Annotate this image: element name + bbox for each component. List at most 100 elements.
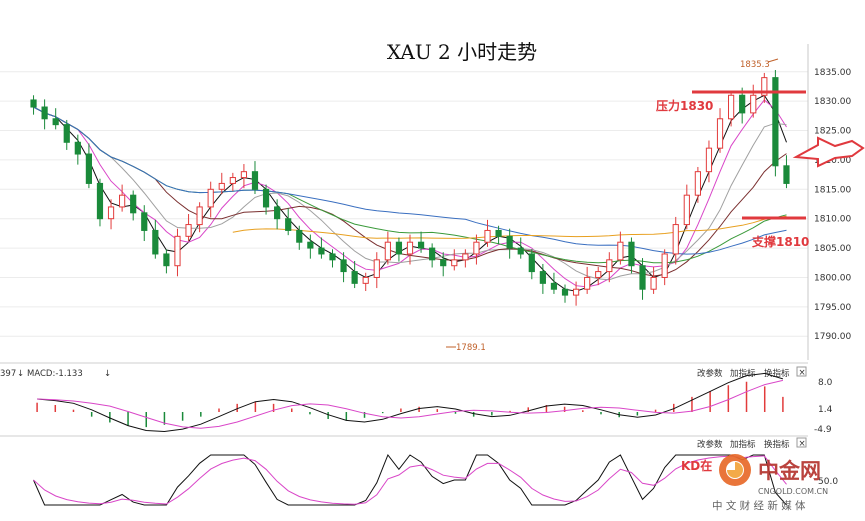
candle-body (639, 265, 646, 290)
candle-body (85, 153, 92, 184)
candle-body (262, 188, 270, 208)
macd-add-indicator-button[interactable]: 加指标 (730, 368, 756, 379)
candle-body (307, 241, 314, 249)
candle-body (185, 224, 192, 237)
max-price-pointer (767, 58, 779, 63)
candle-body (41, 106, 48, 120)
candle-body (772, 77, 779, 167)
candle-body (550, 282, 558, 290)
kd-change-params-button[interactable]: 改参数 (697, 439, 723, 450)
candle-body (694, 171, 701, 196)
y-tick-label: 1835.00 (814, 68, 851, 78)
candle-body (251, 171, 259, 190)
forecast-arrow-icon (792, 136, 865, 168)
candle-body (174, 235, 181, 267)
candle-body (96, 182, 104, 220)
candle-body (207, 188, 214, 208)
candle-body (141, 212, 148, 231)
candle-body (716, 118, 724, 149)
kd-close-icon: × (799, 439, 806, 449)
candle-body (495, 229, 502, 237)
candle-body (163, 253, 170, 267)
candle-body (362, 276, 369, 284)
macd-y-tick-3: -4.9 (814, 425, 832, 435)
candle-body (52, 118, 59, 126)
macd-y-tick-2: 1.4 (818, 405, 833, 415)
candle-body (63, 124, 70, 143)
y-tick-label: 1820.00 (814, 156, 851, 166)
candle-body (440, 259, 447, 267)
candle-body (274, 206, 281, 220)
y-tick-label: 1795.00 (814, 303, 851, 313)
candle-body (528, 253, 535, 273)
candle-body (451, 259, 458, 267)
candle-body (539, 271, 546, 284)
macd-header: MACD:-1.133 (27, 369, 83, 379)
kd-plot (33, 453, 787, 506)
logo-text: 中金网 (758, 459, 821, 483)
candle-body (318, 247, 325, 255)
candle-body (561, 288, 569, 296)
support-label: 支撑1810 (751, 234, 809, 249)
candle-body (761, 77, 768, 96)
candle-body (750, 94, 757, 114)
candle-body (739, 94, 746, 114)
candle-body (119, 194, 126, 208)
candle-body (296, 229, 303, 243)
kd-add-indicator-button[interactable]: 加指标 (730, 439, 756, 450)
candle-body (384, 241, 391, 261)
candle-body (506, 235, 513, 249)
candle-body (628, 241, 635, 267)
candle-body (783, 165, 790, 184)
logo-site: CNGOLD.COM.CN (758, 487, 828, 496)
candle-body (584, 276, 591, 290)
candle-body (429, 247, 436, 261)
kd-y-tick-1: 50.0 (818, 477, 838, 487)
y-tick-label: 1800.00 (814, 273, 851, 283)
y-tick-label: 1790.00 (814, 332, 851, 342)
candle-body (484, 229, 491, 243)
candle-body (606, 259, 613, 273)
candle-body (107, 206, 115, 220)
main-y-ticks: 1835.00 1830.00 1825.00 1820.00 1815.00 1810.… (814, 68, 851, 342)
kd-k-line (33, 453, 787, 506)
macd-change-params-button[interactable]: 改参数 (697, 368, 723, 379)
macd-close-button[interactable] (796, 366, 807, 377)
macd-plot (36, 372, 784, 433)
candle-body (517, 247, 524, 255)
candle-body (218, 182, 225, 190)
candles (30, 69, 790, 306)
macd-dif-line (37, 372, 784, 433)
kd-switch-indicator-button[interactable]: 换指标 (764, 439, 790, 450)
kd-note: KD在 (681, 458, 712, 473)
candle-body (285, 218, 292, 231)
y-tick-label: 1825.00 (814, 127, 851, 137)
candle-body (152, 229, 159, 255)
macd-dea-line (37, 379, 784, 429)
macd-switch-indicator-button[interactable]: 换指标 (764, 368, 790, 379)
candle-body (417, 241, 425, 249)
candle-body (617, 241, 624, 261)
candle-body (661, 253, 668, 278)
kd-close-button[interactable] (796, 437, 807, 448)
candle-body (351, 271, 358, 284)
candle-body (130, 194, 137, 214)
candle-body (595, 271, 602, 278)
candle-body (650, 276, 657, 290)
candle-body (672, 224, 679, 255)
y-tick-label: 1815.00 (814, 185, 851, 195)
chart-title: XAU 2 小时走势 (387, 40, 537, 64)
resistance-label: 压力1830 (656, 98, 713, 113)
logo-tagline: 中 文 财 经 新 媒 体 (712, 499, 806, 512)
candle-body (462, 253, 469, 261)
candle-body (329, 253, 336, 261)
ma-line-blue (33, 106, 787, 255)
main-grid (0, 71, 808, 337)
y-tick-label: 1810.00 (814, 215, 851, 225)
macd-close-icon: × (799, 368, 806, 378)
y-tick-label: 1830.00 (814, 97, 851, 107)
candle-body (373, 259, 380, 278)
candle-body (705, 147, 713, 173)
candle-body (572, 288, 580, 296)
candle-body (74, 141, 81, 155)
